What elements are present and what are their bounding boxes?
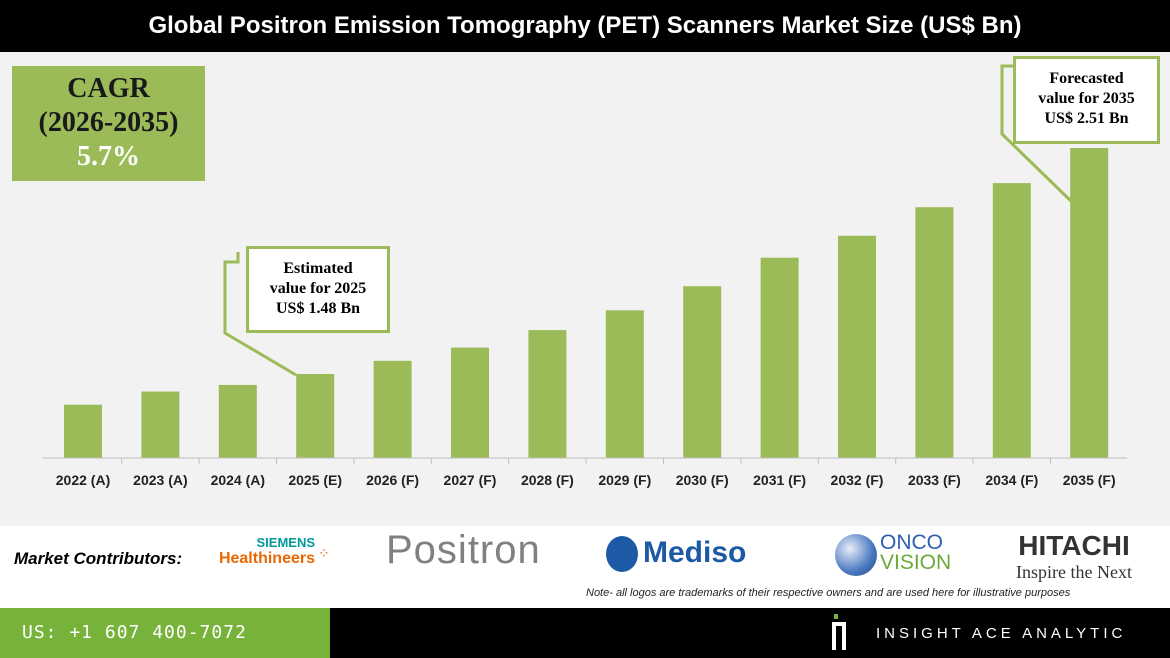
bar-2035-f [1070, 147, 1109, 458]
x-tick-label: 2022 (A) [56, 472, 110, 488]
callout-2025-leader [223, 252, 297, 377]
logo-text: Inspire the Next [1016, 562, 1132, 582]
hitachi-logo: HITACHI Inspire the Next [994, 530, 1154, 583]
bar-chart: 2022 (A) 2023 (A) 2024 (A) 2025 (E) 2026 (F)… [42, 64, 1127, 488]
bar-2026-f [373, 360, 412, 458]
x-tick-label: 2023 (A) [133, 472, 187, 488]
callout-text: value for 2035 [1038, 90, 1135, 107]
cagr-box: CAGR (2026-2035) 5.7% [12, 66, 205, 181]
bar-2032-f [838, 235, 876, 458]
contributors-label: Market Contributors: [14, 549, 183, 568]
logo-text: VISION [880, 551, 952, 574]
footer-logos [0, 526, 1170, 608]
cagr-value: 5.7% [77, 141, 140, 172]
x-tick-label: 2027 (F) [444, 472, 497, 488]
bar-2031-f [760, 257, 799, 458]
callout-value: US$ 1.48 Bn [275, 300, 361, 317]
bar-2022-a [64, 404, 102, 458]
mediso-globe-icon [606, 536, 638, 572]
callout-2035-leader [1000, 64, 1074, 204]
x-tick-label: 2029 (F) [598, 472, 651, 488]
brand-logo-shape [832, 622, 846, 650]
callout-text: value for 2025 [269, 280, 367, 297]
x-tick-label: 2026 (F) [366, 472, 419, 488]
brand-bar [330, 608, 1170, 658]
x-tick-label: 2031 (F) [753, 472, 806, 488]
chart-title: Global Positron Emission Tomography (PET… [0, 0, 1170, 52]
callout-value: US$ 2.51 Bn [1044, 110, 1129, 127]
logo-text: HITACHI [1018, 530, 1130, 561]
estimated-callout: Estimated value for 2025 US$ 1.48 Bn [246, 246, 390, 333]
bar-2030-f [683, 286, 722, 458]
positron-logo: Positron [386, 528, 541, 572]
x-tick-label: 2035 (F) [1063, 472, 1116, 488]
x-tick-label: 2030 (F) [676, 472, 729, 488]
siemens-logo: SIEMENS Healthineers [205, 535, 315, 568]
bar-2023-a [141, 391, 180, 458]
bar-2028-f [528, 330, 567, 458]
callout-text: Estimated [283, 260, 353, 277]
mediso-logo: Mediso [643, 536, 747, 569]
oncovision-globe-icon [835, 534, 877, 576]
cagr-period: (2026-2035) [38, 107, 179, 138]
phone-number: US: +1 607 400-7072 [0, 608, 330, 658]
bar-2025-e [296, 373, 335, 458]
x-tick-label: 2034 (F) [985, 472, 1038, 488]
cagr-label: CAGR [67, 73, 150, 104]
brand-name: INSIGHT ACE ANALYTIC [876, 625, 1127, 642]
x-tick-label: 2025 (E) [288, 472, 342, 488]
bar-2024-a [218, 384, 257, 458]
trademark-note: Note- all logos are trademarks of their … [586, 587, 1071, 599]
bar-2034-f [992, 183, 1031, 458]
callout-text: Forecasted [1049, 70, 1124, 87]
x-tick-label: 2028 (F) [521, 472, 574, 488]
bar-2029-f [605, 310, 644, 458]
brand-logo-icon [834, 614, 838, 619]
forecasted-callout: Forecasted value for 2035 US$ 2.51 Bn [1013, 56, 1160, 144]
x-tick-label: 2024 (A) [211, 472, 265, 488]
x-tick-label: 2032 (F) [831, 472, 884, 488]
x-tick-label: 2033 (F) [908, 472, 961, 488]
bar-2027-f [451, 347, 489, 458]
oncovision-logo: ONCO VISION [880, 531, 952, 574]
siemens-dots-icon: ⁘ [318, 545, 330, 561]
logo-text: ONCO [880, 531, 943, 554]
logo-text: Healthineers [218, 550, 315, 567]
logo-text: SIEMENS [256, 535, 315, 550]
bar-2033-f [915, 207, 954, 458]
